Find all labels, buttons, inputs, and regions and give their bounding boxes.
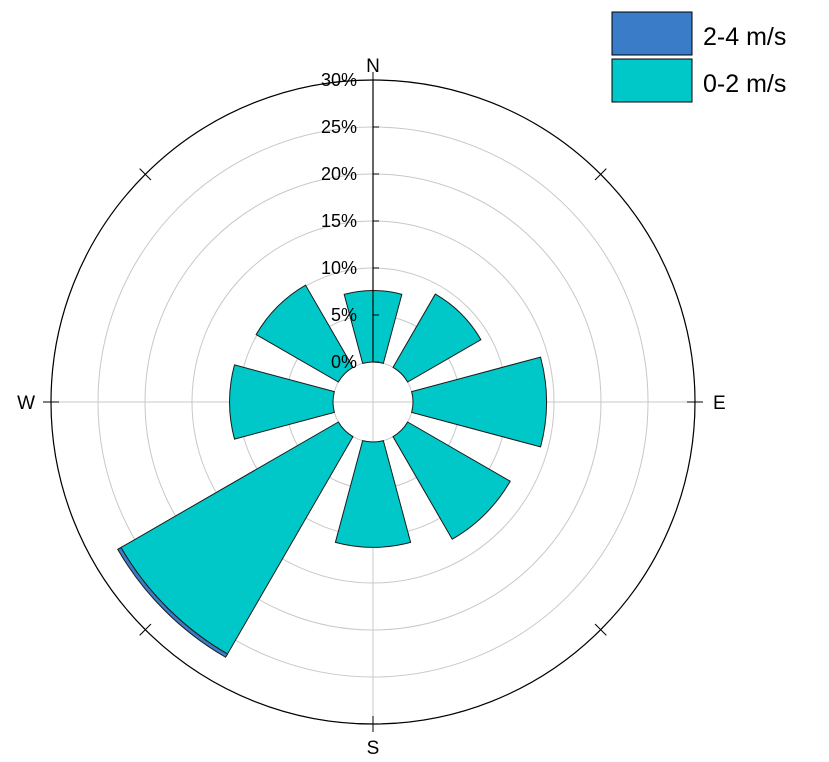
compass-label-s: S <box>367 738 380 759</box>
outer-tick-sw <box>139 623 152 636</box>
radial-tick-label-4: 20% <box>321 164 357 184</box>
legend-label-0-2: 0-2 m/s <box>703 70 786 98</box>
compass-label-e: E <box>713 393 726 414</box>
compass-label-n: N <box>366 56 380 77</box>
bar-e-series-0 <box>411 356 547 448</box>
bar-sw-series-0 <box>120 421 354 655</box>
bar-w-series-0 <box>229 364 335 440</box>
legend: 2-4 m/s 0-2 m/s <box>611 11 786 103</box>
bars-layer <box>117 284 547 658</box>
legend-swatch-2-4 <box>611 11 693 56</box>
bar-ne-series-0 <box>392 293 482 383</box>
radial-tick-label-5: 25% <box>321 117 357 137</box>
bar-nw-series-0 <box>255 284 354 383</box>
radial-tick-label-2: 10% <box>321 258 357 278</box>
radial-tick-label-6: 30% <box>321 70 357 90</box>
legend-label-2-4: 2-4 m/s <box>703 23 786 51</box>
bar-sw-series-1 <box>117 546 229 658</box>
axes-layer <box>43 72 703 732</box>
outer-tick-ne <box>594 168 607 181</box>
radial-tick-label-0: 0% <box>331 352 357 372</box>
compass-label-w: W <box>17 393 35 414</box>
labels-layer: 0% 5% 10% 15% 20% 25% 30% N E S W <box>17 56 726 759</box>
bar-se-series-0 <box>392 421 511 540</box>
legend-swatch-0-2 <box>611 58 693 103</box>
outer-tick-se <box>594 623 607 636</box>
radial-tick-label-3: 15% <box>321 211 357 231</box>
radial-tick-label-1: 5% <box>331 305 357 325</box>
outer-tick-nw <box>139 168 152 181</box>
bar-s-series-0 <box>334 440 412 548</box>
